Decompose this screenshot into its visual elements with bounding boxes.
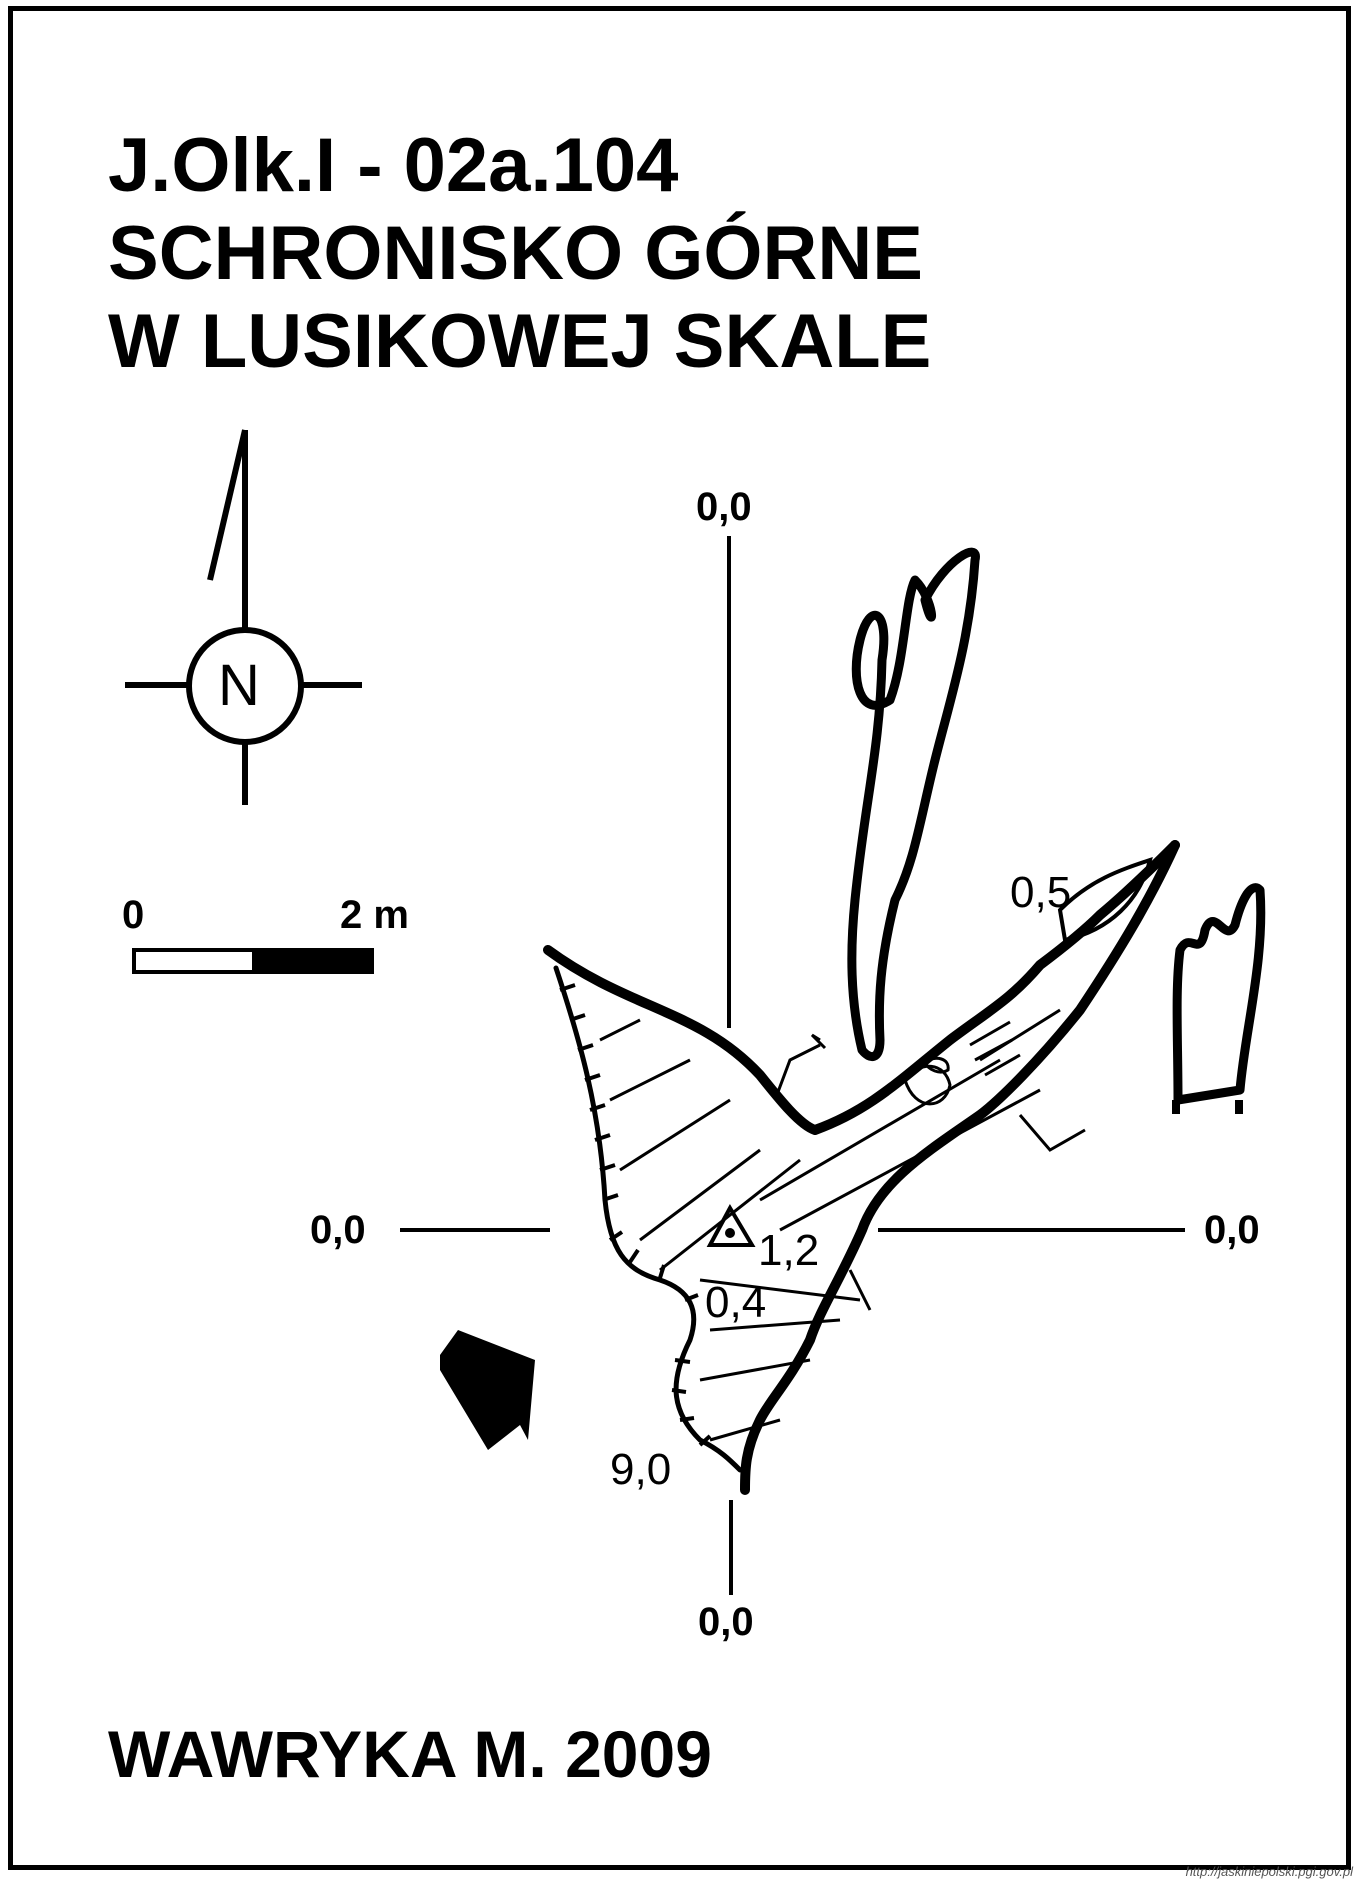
scale-start-label: 0 bbox=[122, 893, 145, 937]
cave-name-line-1: SCHRONISKO GÓRNE bbox=[108, 211, 923, 296]
entrance-arrow-icon bbox=[440, 1330, 535, 1450]
boulders-icon bbox=[903, 1020, 1021, 1106]
section-lines bbox=[400, 536, 1185, 1595]
section-markers bbox=[773, 1033, 1086, 1311]
cave-name-line-2: W LUSIKOWEJ SKALE bbox=[108, 299, 932, 384]
section-label-right: 0,0 bbox=[1204, 1208, 1260, 1252]
scale-bar bbox=[132, 948, 374, 974]
section-label-left: 0,0 bbox=[310, 1208, 366, 1252]
depth-label: 0,5 bbox=[1010, 868, 1072, 917]
depth-label: 9,0 bbox=[610, 1445, 672, 1494]
depth-label: 1,2 bbox=[758, 1226, 820, 1275]
depth-label: 0,4 bbox=[705, 1278, 767, 1327]
floor-hatching bbox=[599, 856, 1153, 1442]
survey-station-icon bbox=[706, 1203, 756, 1247]
wall-ticks bbox=[559, 983, 712, 1447]
section-label-bottom: 0,0 bbox=[698, 1600, 754, 1644]
cave-outline bbox=[543, 547, 1266, 1495]
section-label-top: 0,0 bbox=[696, 485, 752, 529]
author-credit: WAWRYKA M. 2009 bbox=[108, 1717, 712, 1791]
north-letter: N bbox=[218, 653, 260, 718]
north-arrow-icon bbox=[125, 429, 362, 805]
footer-url: http://jaskiniepolski.pgi.gov.pl bbox=[1185, 1864, 1353, 1879]
lobe-markers bbox=[1172, 1100, 1243, 1114]
map-frame bbox=[8, 6, 1351, 1870]
cave-code: J.Olk.I - 02a.104 bbox=[108, 123, 679, 208]
scale-end-label: 2 m bbox=[340, 893, 409, 937]
